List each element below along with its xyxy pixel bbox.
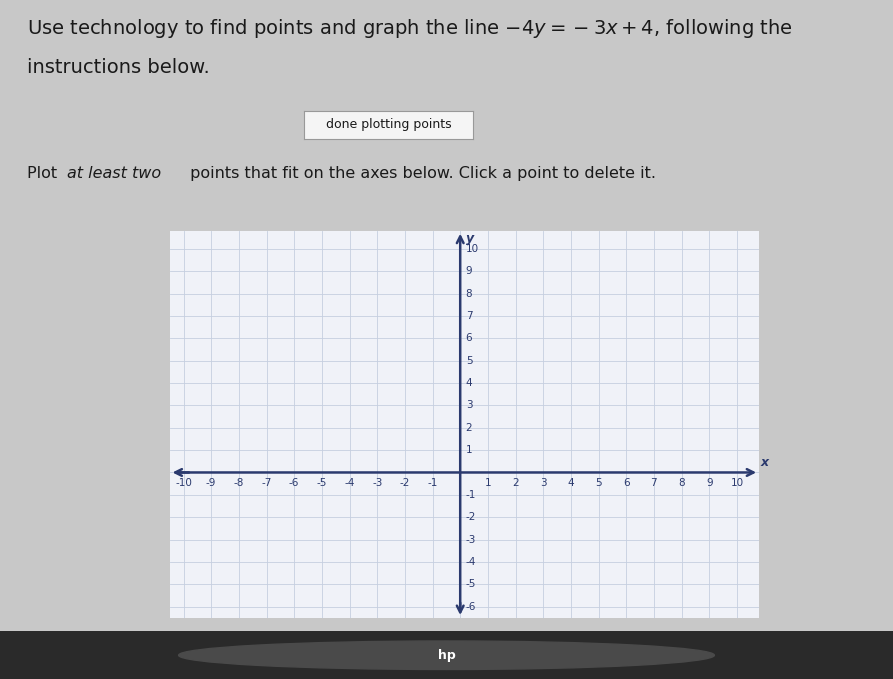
Text: -3: -3 (466, 534, 476, 545)
Text: hp: hp (438, 648, 455, 662)
Text: 7: 7 (651, 478, 657, 488)
Text: points that fit on the axes below. Click a point to delete it.: points that fit on the axes below. Click… (185, 166, 655, 181)
Text: -2: -2 (466, 512, 476, 522)
Text: 2: 2 (513, 478, 519, 488)
Text: 2: 2 (466, 423, 472, 433)
Text: 3: 3 (540, 478, 547, 488)
Text: 3: 3 (466, 401, 472, 410)
Text: -5: -5 (317, 478, 327, 488)
Text: 8: 8 (679, 478, 685, 488)
Text: 9: 9 (706, 478, 713, 488)
Text: Use technology to find points and graph the line $-4y=-3x+4$, following the: Use technology to find points and graph … (27, 17, 792, 40)
Text: instructions below.: instructions below. (27, 58, 210, 77)
Text: 1: 1 (466, 445, 472, 455)
Text: -4: -4 (466, 557, 476, 567)
Text: -10: -10 (175, 478, 192, 488)
Text: -6: -6 (466, 602, 476, 612)
Text: 8: 8 (466, 289, 472, 299)
Text: -3: -3 (372, 478, 382, 488)
Text: -1: -1 (428, 478, 438, 488)
Text: done plotting points: done plotting points (326, 118, 451, 132)
Text: -6: -6 (289, 478, 299, 488)
Text: 5: 5 (596, 478, 602, 488)
Text: -2: -2 (400, 478, 410, 488)
Text: 5: 5 (466, 356, 472, 365)
Text: -1: -1 (466, 490, 476, 500)
Text: Plot: Plot (27, 166, 62, 181)
Text: 6: 6 (623, 478, 630, 488)
Text: 1: 1 (485, 478, 491, 488)
Text: x: x (761, 456, 769, 469)
Text: -7: -7 (262, 478, 271, 488)
Text: -9: -9 (206, 478, 216, 488)
Text: y: y (466, 232, 474, 245)
Text: 6: 6 (466, 333, 472, 344)
Text: at least two: at least two (67, 166, 161, 181)
Text: 10: 10 (730, 478, 744, 488)
Text: 7: 7 (466, 311, 472, 321)
Text: 9: 9 (466, 266, 472, 276)
Text: -4: -4 (345, 478, 355, 488)
Text: -5: -5 (466, 579, 476, 589)
Text: -8: -8 (234, 478, 244, 488)
Text: 4: 4 (568, 478, 574, 488)
Text: 4: 4 (466, 378, 472, 388)
Text: 10: 10 (466, 244, 479, 254)
Circle shape (179, 641, 714, 669)
